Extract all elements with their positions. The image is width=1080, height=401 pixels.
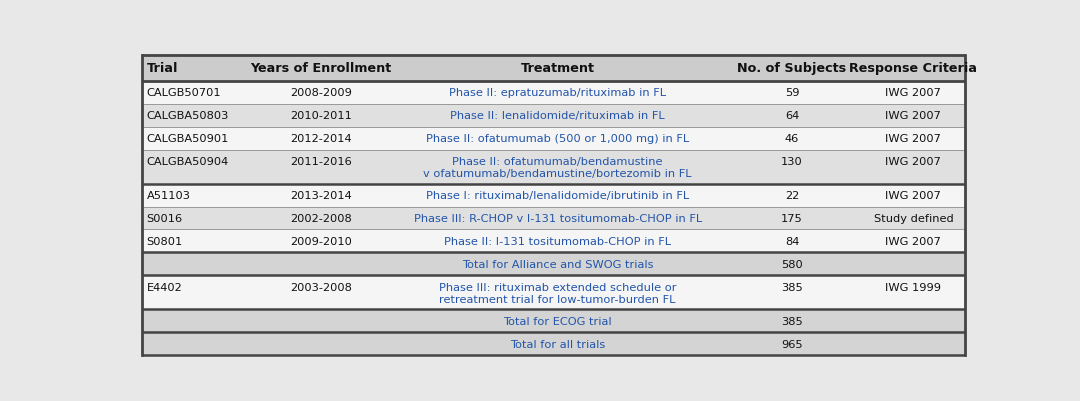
Text: Study defined: Study defined <box>874 213 954 223</box>
Text: CALGBA50904: CALGBA50904 <box>147 156 229 166</box>
Text: 59: 59 <box>785 88 799 98</box>
Bar <box>141 310 966 332</box>
Bar <box>141 184 966 207</box>
Text: 22: 22 <box>785 190 799 200</box>
Bar <box>141 253 966 275</box>
Text: 2009-2010: 2009-2010 <box>289 236 352 246</box>
Bar <box>141 128 966 150</box>
Text: 385: 385 <box>781 316 802 326</box>
Text: CALGBA50803: CALGBA50803 <box>147 111 229 121</box>
Bar <box>141 230 966 253</box>
Text: Total for Alliance and SWOG trials: Total for Alliance and SWOG trials <box>462 259 653 269</box>
Text: CALGBA50901: CALGBA50901 <box>147 134 229 144</box>
Bar <box>141 207 966 230</box>
Text: E4402: E4402 <box>147 282 183 292</box>
Text: v ofatumumab/bendamustine/bortezomib in FL: v ofatumumab/bendamustine/bortezomib in … <box>423 169 692 179</box>
Bar <box>141 150 966 184</box>
Text: IWG 2007: IWG 2007 <box>886 111 942 121</box>
Text: Trial: Trial <box>147 62 178 75</box>
Text: Phase II: I-131 tositumomab-CHOP in FL: Phase II: I-131 tositumomab-CHOP in FL <box>444 236 671 246</box>
Text: IWG 1999: IWG 1999 <box>886 282 942 292</box>
Text: Phase II: lenalidomide/rituximab in FL: Phase II: lenalidomide/rituximab in FL <box>450 111 665 121</box>
Text: S0016: S0016 <box>147 213 183 223</box>
Text: 2003-2008: 2003-2008 <box>289 282 352 292</box>
Text: 385: 385 <box>781 282 802 292</box>
Text: retreatment trial for low-tumor-burden FL: retreatment trial for low-tumor-burden F… <box>440 294 676 304</box>
Text: S0801: S0801 <box>147 236 183 246</box>
Bar <box>141 275 966 310</box>
Text: Phase II: epratuzumab/rituximab in FL: Phase II: epratuzumab/rituximab in FL <box>449 88 666 98</box>
Bar <box>141 104 966 128</box>
Text: A51103: A51103 <box>147 190 191 200</box>
Text: Response Criteria: Response Criteria <box>849 62 977 75</box>
Text: Phase II: ofatumumab/bendamustine: Phase II: ofatumumab/bendamustine <box>453 156 663 166</box>
Text: Phase III: R-CHOP v I-131 tositumomab-CHOP in FL: Phase III: R-CHOP v I-131 tositumomab-CH… <box>414 213 702 223</box>
Bar <box>141 81 966 104</box>
Bar <box>141 56 966 81</box>
Bar <box>141 332 966 355</box>
Text: Total for all trials: Total for all trials <box>510 339 605 349</box>
Text: 2002-2008: 2002-2008 <box>289 213 352 223</box>
Text: 84: 84 <box>785 236 799 246</box>
Text: 64: 64 <box>785 111 799 121</box>
Text: Total for ECOG trial: Total for ECOG trial <box>503 316 612 326</box>
Text: 175: 175 <box>781 213 802 223</box>
Text: Treatment: Treatment <box>521 62 595 75</box>
Text: No. of Subjects: No. of Subjects <box>738 62 847 75</box>
Text: 46: 46 <box>785 134 799 144</box>
Text: 2008-2009: 2008-2009 <box>289 88 352 98</box>
Text: 2013-2014: 2013-2014 <box>289 190 352 200</box>
Text: IWG 2007: IWG 2007 <box>886 156 942 166</box>
Text: IWG 2007: IWG 2007 <box>886 134 942 144</box>
Text: 580: 580 <box>781 259 802 269</box>
Text: IWG 2007: IWG 2007 <box>886 236 942 246</box>
Text: 2012-2014: 2012-2014 <box>291 134 352 144</box>
Text: 2010-2011: 2010-2011 <box>289 111 352 121</box>
Text: IWG 2007: IWG 2007 <box>886 88 942 98</box>
Text: Phase II: ofatumumab (500 or 1,000 mg) in FL: Phase II: ofatumumab (500 or 1,000 mg) i… <box>427 134 689 144</box>
Text: 130: 130 <box>781 156 802 166</box>
Text: Years of Enrollment: Years of Enrollment <box>251 62 391 75</box>
Text: CALGB50701: CALGB50701 <box>147 88 221 98</box>
Text: Phase I: rituximab/lenalidomide/ibrutinib in FL: Phase I: rituximab/lenalidomide/ibrutini… <box>427 190 689 200</box>
Text: IWG 2007: IWG 2007 <box>886 190 942 200</box>
Text: Phase III: rituximab extended schedule or: Phase III: rituximab extended schedule o… <box>438 282 676 292</box>
Text: 2011-2016: 2011-2016 <box>289 156 352 166</box>
Text: 965: 965 <box>781 339 802 349</box>
